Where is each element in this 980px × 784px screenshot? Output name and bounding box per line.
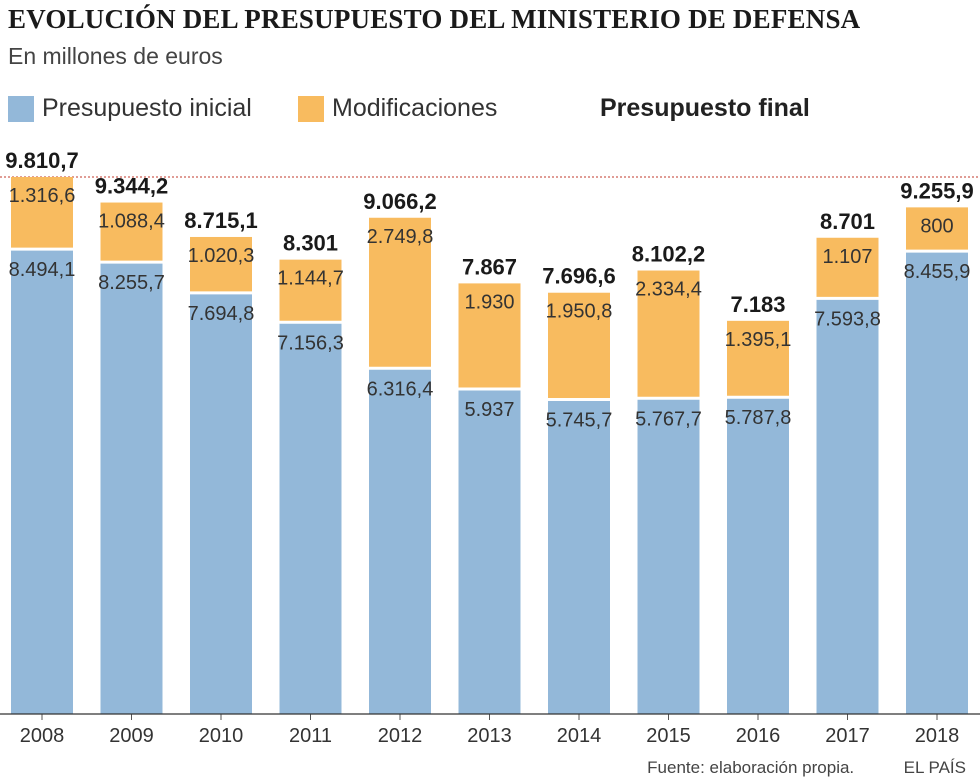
bar-initial-2017 (816, 298, 879, 714)
legend-swatch-modifications (298, 95, 324, 122)
chart-subtitle: En millones de euros (8, 43, 223, 69)
bar-initial-2014 (548, 399, 610, 714)
data-label-modifications-2017: 1.107 (822, 246, 872, 268)
bar-modifications-2014 (548, 292, 610, 400)
x-tick-label-2011: 2011 (289, 725, 332, 747)
legend: Presupuesto inicial Modificaciones Presu… (8, 94, 908, 124)
bar-initial-2011 (279, 322, 342, 714)
source-note: Fuente: elaboración propia. EL PAÍS (647, 758, 966, 778)
data-label-initial-2010: 7.694,8 (188, 303, 255, 325)
legend-swatch-initial (8, 95, 34, 122)
data-label-total-2015: 8.102,2 (632, 242, 705, 267)
legend-item-modifications: Modificaciones (298, 94, 497, 123)
bar-modifications-2017 (816, 237, 879, 299)
legend-label-final: Presupuesto final (600, 94, 810, 122)
data-label-total-2012: 9.066,2 (363, 189, 436, 214)
data-label-initial-2017: 7.593,8 (814, 308, 881, 330)
data-label-total-2009: 9.344,2 (95, 174, 168, 199)
data-label-initial-2016: 5.787,8 (725, 407, 792, 429)
data-label-total-2014: 7.696,6 (542, 264, 615, 289)
bar-initial-2010 (190, 292, 252, 714)
bar-modifications-2015 (637, 270, 700, 399)
x-tick-label-2017: 2017 (825, 725, 870, 747)
data-label-total-2018: 9.255,9 (900, 178, 973, 203)
x-tick-label-2008: 2008 (20, 725, 65, 747)
data-label-initial-2008: 8.494,1 (9, 259, 76, 281)
data-label-total-2010: 8.715,1 (184, 208, 257, 233)
bar-modifications-2011 (279, 259, 342, 323)
x-tick-label-2016: 2016 (736, 725, 781, 747)
data-label-total-2017: 8.701 (820, 209, 875, 234)
bar-modifications-2018 (906, 207, 968, 252)
bar-initial-2015 (637, 398, 700, 714)
data-label-modifications-2014: 1.950,8 (546, 301, 613, 323)
data-label-total-2008: 9.810,7 (5, 148, 78, 173)
bar-initial-2008 (11, 249, 73, 715)
data-label-modifications-2015: 2.334,4 (635, 279, 702, 301)
legend-item-final: Presupuesto final (600, 94, 810, 123)
data-label-initial-2015: 5.767,7 (635, 408, 702, 430)
bar-initial-2013 (458, 389, 521, 714)
data-label-modifications-2009: 1.088,4 (98, 211, 165, 233)
legend-label-initial: Presupuesto inicial (42, 94, 252, 122)
legend-item-initial: Presupuesto inicial (8, 94, 252, 123)
data-label-initial-2009: 8.255,7 (98, 272, 165, 294)
x-tick-label-2010: 2010 (199, 725, 244, 747)
x-tick-label-2014: 2014 (557, 725, 602, 747)
data-label-total-2013: 7.867 (462, 254, 517, 279)
data-label-modifications-2013: 1.930 (464, 291, 514, 313)
x-tick-label-2018: 2018 (915, 725, 960, 747)
data-label-modifications-2008: 1.316,6 (9, 185, 76, 207)
bar-modifications-2008 (11, 177, 73, 250)
x-tick-label-2009: 2009 (109, 725, 154, 747)
data-label-total-2011: 8.301 (283, 231, 338, 256)
data-label-modifications-2010: 1.020,3 (188, 245, 255, 267)
data-label-modifications-2012: 2.749,8 (367, 226, 434, 248)
bar-initial-2018 (906, 251, 968, 714)
data-label-initial-2018: 8.455,9 (904, 261, 971, 283)
bar-initial-2016 (727, 397, 789, 714)
bar-modifications-2013 (458, 283, 521, 390)
bar-modifications-2009 (100, 202, 163, 263)
x-tick-label-2015: 2015 (646, 725, 691, 747)
data-label-modifications-2016: 1.395,1 (725, 329, 792, 351)
legend-label-modifications: Modificaciones (332, 94, 498, 122)
data-label-total-2016: 7.183 (730, 292, 785, 317)
data-label-initial-2012: 6.316,4 (367, 378, 434, 400)
chart-title: EVOLUCIÓN DEL PRESUPUESTO DEL MINISTERIO… (8, 4, 861, 34)
data-label-modifications-2018: 800 (920, 215, 953, 237)
x-tick-label-2013: 2013 (467, 725, 512, 747)
data-label-initial-2011: 7.156,3 (277, 332, 344, 354)
bar-modifications-2010 (190, 236, 252, 293)
bar-initial-2009 (100, 262, 163, 714)
source-text: Fuente: elaboración propia. (647, 758, 855, 777)
bar-initial-2012 (369, 368, 431, 714)
data-label-modifications-2011: 1.144,7 (277, 268, 344, 290)
x-tick-label-2012: 2012 (378, 725, 423, 747)
brand-logo: EL PAÍS (903, 758, 966, 777)
bar-modifications-2012 (369, 217, 431, 369)
bar-modifications-2016 (727, 320, 789, 398)
data-label-initial-2014: 5.745,7 (546, 410, 613, 432)
data-label-initial-2013: 5.937 (464, 399, 514, 421)
